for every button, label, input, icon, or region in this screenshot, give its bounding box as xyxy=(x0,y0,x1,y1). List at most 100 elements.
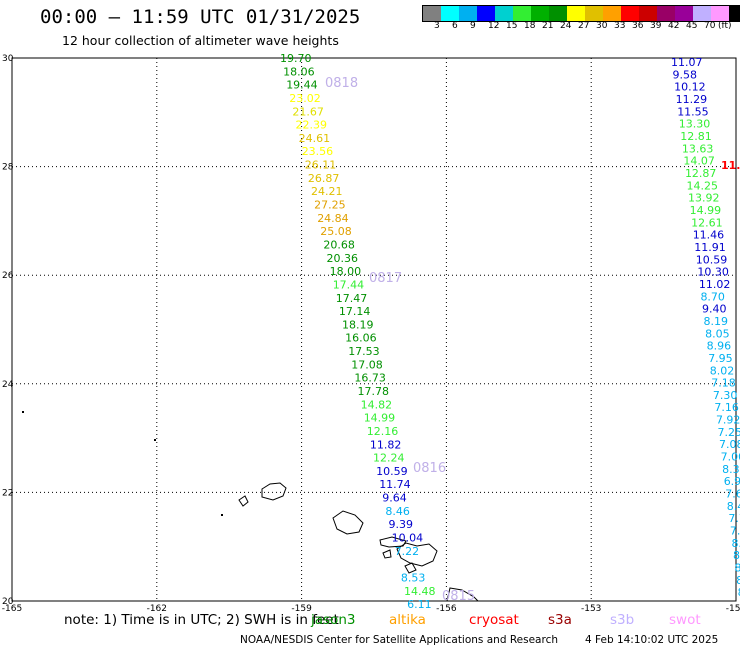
swh-value-edge: 11.4 xyxy=(721,159,740,172)
small-island-dot xyxy=(154,439,156,441)
swh-value-west: 20.36 xyxy=(327,252,359,265)
swh-value-west: 25.08 xyxy=(320,225,352,238)
swh-value-east: 11.02 xyxy=(699,278,731,291)
scale-label: 15 xyxy=(506,21,518,31)
scale-label: 9 xyxy=(470,21,476,31)
swh-value-east: 13.92 xyxy=(688,192,720,205)
swh-value-east: 10.59 xyxy=(696,253,728,266)
swh-value-west: 6.11 xyxy=(407,598,432,611)
small-island-dot xyxy=(22,411,24,413)
scale-label: 45 xyxy=(686,21,698,31)
swh-value-west: 9.39 xyxy=(389,518,414,531)
scale-label: 42 xyxy=(668,21,680,31)
swh-value-east: 7.00 xyxy=(721,451,740,464)
swh-value-east: 8.9 xyxy=(738,586,740,599)
pass-date-label: 0817 xyxy=(369,271,402,286)
scale-swatch xyxy=(729,6,740,21)
swh-value-east: 9.58 xyxy=(673,68,698,81)
scale-swatch xyxy=(621,6,639,21)
swh-value-east: 11.46 xyxy=(693,229,725,242)
swh-value-east: 7.16 xyxy=(714,401,739,414)
swh-value-west: 24.61 xyxy=(299,132,331,145)
satellite-legend-item: swot xyxy=(669,612,701,628)
generation-timestamp: 4 Feb 14:10:02 UTC 2025 xyxy=(585,634,719,646)
scale-label: 18 xyxy=(524,21,536,31)
color-scale-bar xyxy=(422,5,740,22)
scale-label: 24 xyxy=(560,21,572,31)
scale-swatch xyxy=(675,6,693,21)
swh-value-east: 8.1 xyxy=(736,574,740,587)
scale-label: 6 xyxy=(452,21,458,31)
scale-label: 21 xyxy=(542,21,554,31)
lon-tick-label: -150 xyxy=(726,604,740,614)
swh-value-west: 11.74 xyxy=(379,478,411,491)
swh-value-east: 9.40 xyxy=(702,303,727,316)
swh-value-west: 26.87 xyxy=(308,172,340,185)
swh-value-east: 7.7 xyxy=(728,512,740,525)
scale-swatch xyxy=(711,6,729,21)
swh-value-west: 9.64 xyxy=(382,492,407,505)
swh-value-east: 8.1 xyxy=(733,549,740,562)
scale-swatch xyxy=(513,6,531,21)
swh-value-east: 12.81 xyxy=(680,130,712,143)
scale-swatch xyxy=(603,6,621,21)
swh-value-east: 7.08 xyxy=(719,438,740,451)
swh-value-east: 10.30 xyxy=(697,266,729,279)
lon-tick-label: -156 xyxy=(436,604,457,614)
swh-value-west: 26.11 xyxy=(305,159,337,172)
swh-value-west: 18.19 xyxy=(342,318,374,331)
pass-date-label: 0816 xyxy=(413,461,446,476)
swh-value-east: 13.30 xyxy=(679,118,711,131)
swh-value-east: 14.07 xyxy=(683,155,715,168)
swh-value-east: 7.30 xyxy=(713,389,738,402)
island-outline xyxy=(446,587,480,602)
swh-value-east: 7.92 xyxy=(716,414,740,427)
swh-value-west: 17.08 xyxy=(351,358,383,371)
satellite-legend-item: s3a xyxy=(548,612,572,628)
swh-value-east: 8.05 xyxy=(705,327,730,340)
swh-value-west: 10.59 xyxy=(376,465,408,478)
swh-value-west: 19.44 xyxy=(286,79,318,92)
swh-value-west: 27.25 xyxy=(314,199,346,212)
swh-value-east: 7.95 xyxy=(708,352,733,365)
swh-value-east: 11.91 xyxy=(694,241,726,254)
lat-tick-label: 24 xyxy=(2,380,14,390)
scale-label: 70 xyxy=(704,21,716,31)
satellite-legend-item: altika xyxy=(389,612,426,628)
swh-value-west: 17.44 xyxy=(333,278,365,291)
swh-value-west: 18.00 xyxy=(330,265,362,278)
lat-tick-label: 20 xyxy=(2,597,14,607)
lat-tick-label: 26 xyxy=(2,271,14,281)
swh-value-east: 7.5 xyxy=(730,525,740,538)
scale-swatch xyxy=(567,6,585,21)
pass-date-label: 0815 xyxy=(442,589,475,604)
scale-label: 3 xyxy=(434,21,440,31)
swh-value-east: 12.87 xyxy=(685,167,717,180)
scale-swatch xyxy=(693,6,711,21)
swh-value-east: 13.63 xyxy=(682,142,714,155)
scale-swatch xyxy=(459,6,477,21)
island-outline xyxy=(261,482,287,501)
swh-value-east: 8.1 xyxy=(735,562,740,575)
swh-value-east: 7.25 xyxy=(718,426,740,439)
scale-swatch xyxy=(441,6,459,21)
scale-swatch xyxy=(657,6,675,21)
scale-label: 27 xyxy=(578,21,590,31)
swh-value-east: 7.18 xyxy=(711,377,736,390)
small-island-dot xyxy=(221,514,223,516)
swh-value-west: 21.67 xyxy=(292,105,324,118)
swh-value-west: 23.02 xyxy=(289,92,321,105)
swh-value-west: 24.84 xyxy=(317,212,349,225)
map-subtitle: 12 hour collection of altimeter wave hei… xyxy=(62,33,339,48)
swh-value-east: 8.19 xyxy=(704,315,729,328)
swh-value-east: 11.07 xyxy=(671,56,703,69)
swh-value-west: 14.82 xyxy=(361,398,393,411)
island-outline xyxy=(332,510,364,535)
footer-note: note: 1) Time is in UTC; 2) SWH is in fe… xyxy=(64,612,339,628)
swh-value-east: 8.02 xyxy=(710,364,735,377)
swh-value-east: 7.66 xyxy=(725,488,740,501)
swh-value-west: 14.99 xyxy=(364,412,396,425)
swh-value-west: 17.47 xyxy=(336,292,368,305)
swh-value-east: 11.55 xyxy=(677,105,709,118)
